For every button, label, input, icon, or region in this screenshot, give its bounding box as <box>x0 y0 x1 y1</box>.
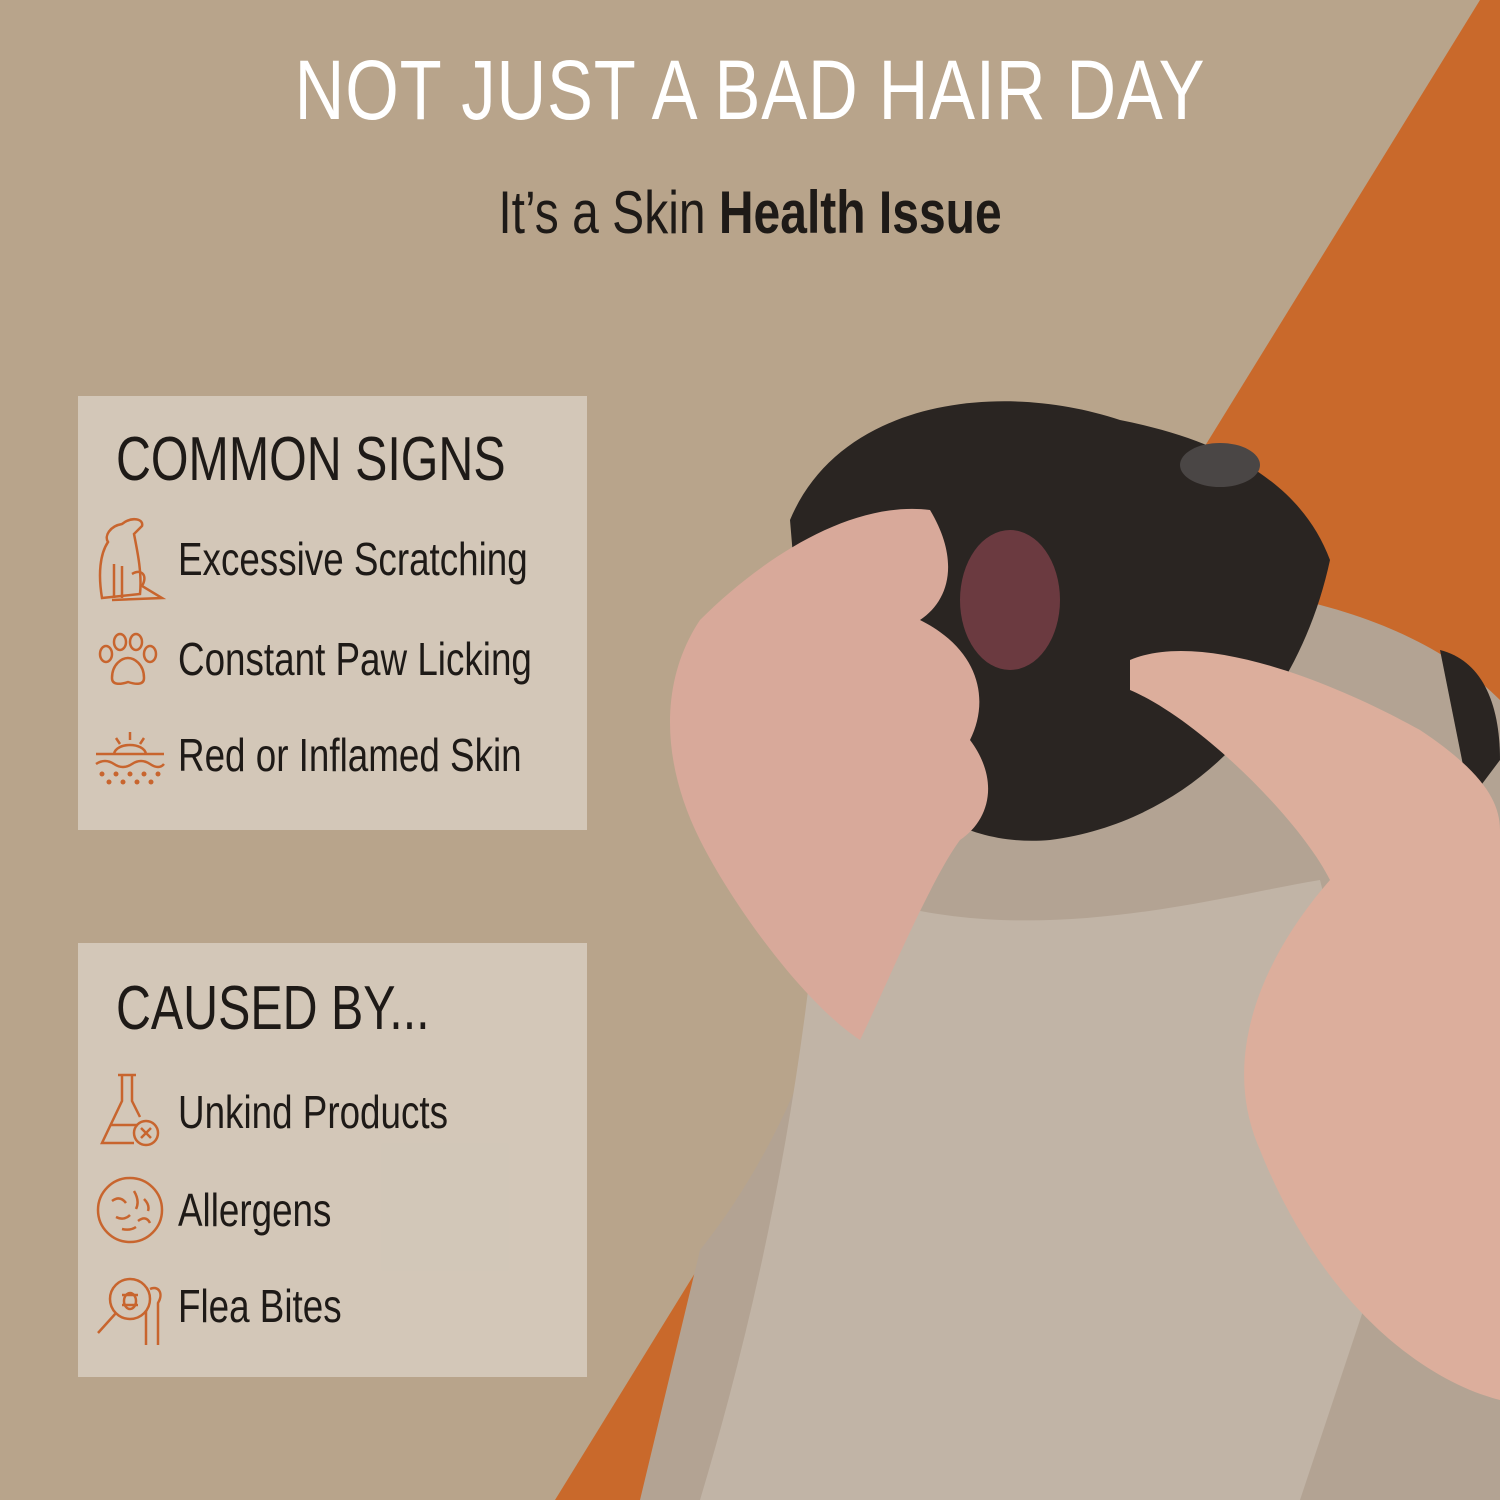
subtitle-emphasis: Health Issue <box>718 179 1002 246</box>
item-label: Allergens <box>178 1184 332 1236</box>
list-item: Allergens <box>92 1165 370 1255</box>
common-signs-card: COMMON SIGNS Excessive Scratching Consta… <box>78 396 587 830</box>
list-item: Unkind Products <box>92 1067 516 1157</box>
list-item: Excessive Scratching <box>92 514 615 604</box>
hand-left <box>670 508 989 1040</box>
pug-lip-lesion <box>960 530 1060 670</box>
flea-magnifier-icon <box>97 1277 162 1345</box>
headline-title: NOT JUST A BAD HAIR DAY <box>294 43 1206 137</box>
list-item: Red or Inflamed Skin <box>92 710 608 800</box>
list-item: Constant Paw Licking <box>92 614 620 704</box>
flask-x-icon <box>100 1073 160 1147</box>
item-label: Red or Inflamed Skin <box>178 729 522 781</box>
item-label: Constant Paw Licking <box>178 633 532 685</box>
pug-eye <box>1180 443 1260 487</box>
subtitle-prefix: It’s a Skin <box>498 179 719 246</box>
item-label: Unkind Products <box>178 1086 448 1138</box>
common-signs-title: COMMON SIGNS <box>116 425 506 494</box>
item-label: Excessive Scratching <box>178 533 528 585</box>
item-label: Flea Bites <box>178 1280 342 1332</box>
list-item: Flea Bites <box>92 1261 383 1351</box>
allergen-microbes-icon <box>96 1176 164 1244</box>
pug-chest <box>700 880 1400 1500</box>
inflamed-skin-icon <box>95 732 165 785</box>
pug-ear <box>1440 650 1500 800</box>
caused-by-card: CAUSED BY... Unkind Products Allergens F… <box>78 943 587 1377</box>
paw-icon <box>98 632 158 685</box>
scratching-dog-icon <box>98 518 167 602</box>
headline-subtitle: It’s a Skin Health Issue <box>150 178 1350 247</box>
caused-by-title: CAUSED BY... <box>116 974 430 1043</box>
hand-right <box>1130 650 1500 1400</box>
